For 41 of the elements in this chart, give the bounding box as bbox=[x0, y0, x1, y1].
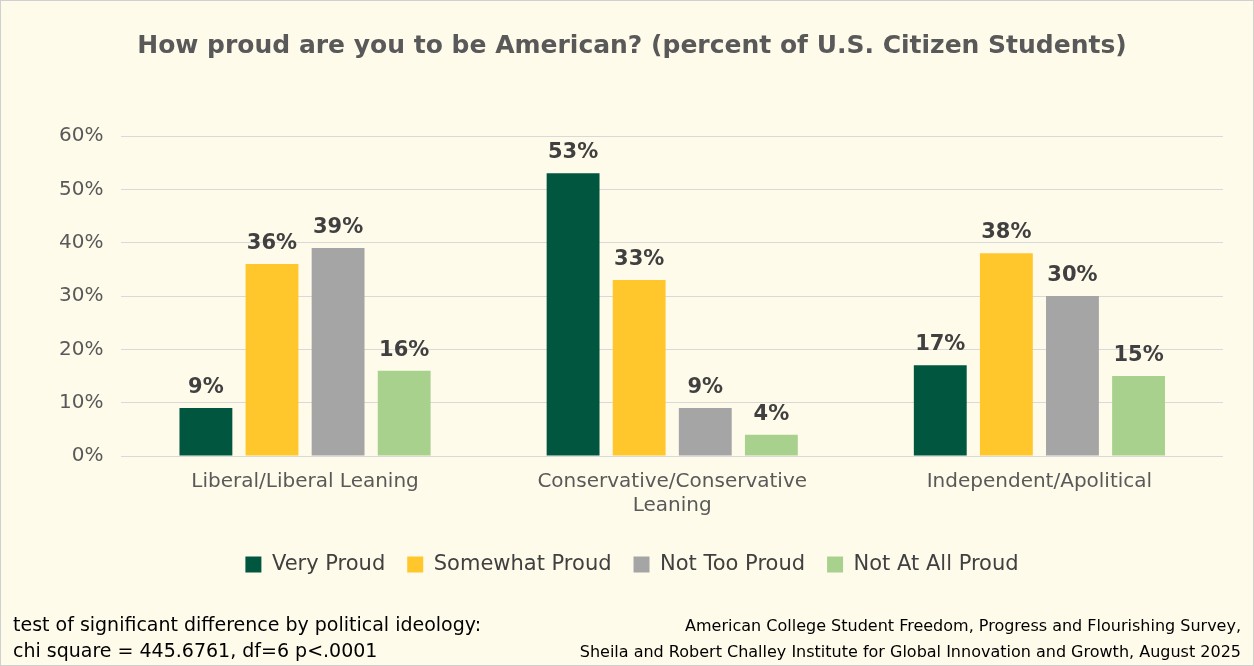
legend-label: Very Proud bbox=[271, 550, 386, 575]
bar bbox=[913, 365, 967, 456]
y-tick-label: 10% bbox=[59, 388, 104, 413]
y-tick-label: 60% bbox=[59, 122, 104, 147]
legend-label: Not Too Proud bbox=[660, 550, 806, 575]
bar bbox=[179, 408, 233, 456]
legend-label: Not At All Proud bbox=[853, 550, 1019, 575]
bar bbox=[546, 173, 600, 456]
data-label: 16% bbox=[379, 336, 430, 361]
x-tick-label: Conservative/Conservative Leaning bbox=[537, 468, 808, 517]
data-label: 9% bbox=[687, 373, 724, 398]
data-label: 17% bbox=[915, 331, 966, 356]
y-tick-label: 30% bbox=[59, 282, 104, 307]
y-tick-label: 50% bbox=[59, 175, 104, 200]
data-label: 39% bbox=[312, 213, 364, 238]
x-tick-label: Liberal/Liberal Leaning bbox=[191, 468, 419, 493]
chart-title: How proud are you to be American? (percent of U.S. Citizen Students) bbox=[137, 29, 1127, 59]
data-label: 4% bbox=[753, 400, 790, 425]
data-label: 36% bbox=[246, 229, 298, 254]
data-label: 38% bbox=[981, 219, 1032, 244]
data-label: 15% bbox=[1113, 341, 1164, 366]
bar bbox=[678, 408, 732, 456]
bar bbox=[612, 280, 666, 456]
data-label: 53% bbox=[547, 139, 599, 164]
bar bbox=[1112, 376, 1165, 456]
bar bbox=[377, 370, 431, 456]
text: test of significant difference by political ideology: chi square = 445.6761, df=6 p<.0001 bbox=[13, 613, 482, 661]
bar bbox=[979, 253, 1033, 456]
data-label: 30% bbox=[1047, 261, 1098, 286]
data-label: 9% bbox=[188, 373, 224, 398]
bar bbox=[311, 248, 365, 456]
bar bbox=[744, 434, 798, 456]
y-tick-label: 40% bbox=[59, 228, 104, 253]
y-tick-label: 0% bbox=[71, 442, 104, 467]
y-tick-label: 20% bbox=[59, 335, 104, 360]
x-tick-label: Independent/Apolitical bbox=[926, 468, 1153, 493]
legend-label: Somewhat Proud bbox=[433, 550, 612, 575]
bar bbox=[1046, 296, 1099, 456]
bar bbox=[245, 264, 299, 456]
data-label: 33% bbox=[614, 245, 665, 270]
text: American College Student Freedom, Progress and Flourishing Survey, Sheila and Robert Challey Institute for Global Innovation and Growth, August 2025 bbox=[579, 616, 1241, 661]
